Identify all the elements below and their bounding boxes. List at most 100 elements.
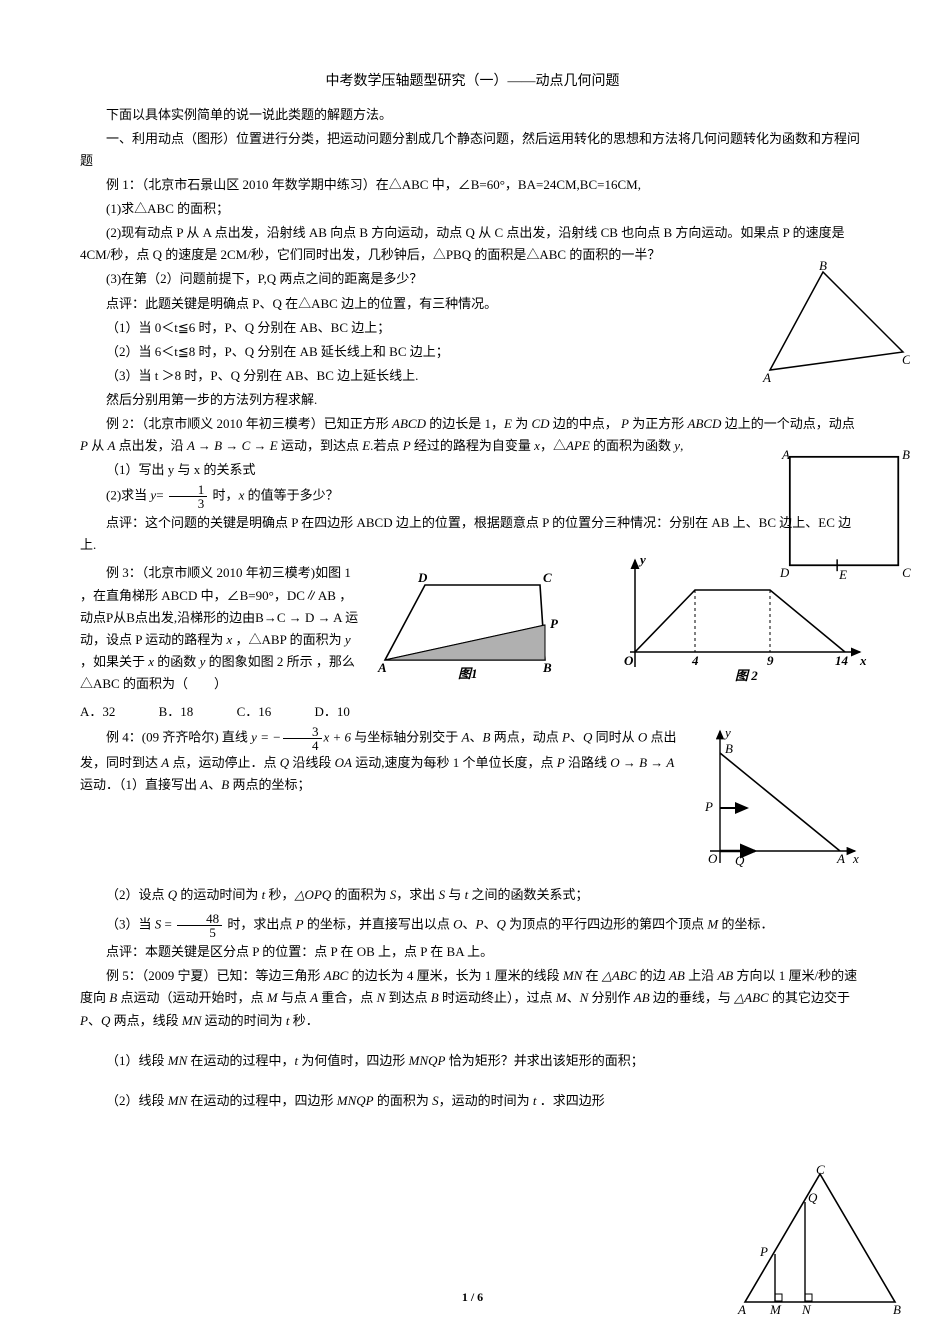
t: O: [453, 917, 462, 932]
t: N: [377, 990, 386, 1005]
doc-title: 中考数学压轴题型研究（一）——动点几何问题: [80, 70, 865, 94]
t: 运动，到达点: [278, 438, 363, 453]
t: P: [557, 755, 565, 770]
t: Q: [280, 755, 289, 770]
label-C: C: [902, 352, 910, 367]
t: 在运动的过程中，四边形: [187, 1093, 337, 1108]
t: E: [362, 438, 370, 453]
ex4-review: 点评：本题关键是区分点 P 的位置：点 P 在 OB 上，点 P 在 BA 上。: [80, 941, 865, 963]
t: x + 6: [324, 730, 352, 745]
l: B: [902, 448, 910, 462]
l: x: [852, 851, 859, 866]
t: 点，运动停止．点: [169, 755, 280, 770]
t: 例 5：（2009 宁夏）已知：等边三角形: [106, 968, 324, 983]
t: P: [403, 438, 411, 453]
t: 例 4：(09 齐齐哈尔) 直线: [106, 730, 251, 745]
ex1-c2: （2）当 6＜t≦8 时，P、Q 分别在 AB 延长线上和 BC 边上；: [80, 341, 865, 363]
t: 与坐标轴分别交于: [354, 730, 461, 745]
t: 的面积为函数: [590, 438, 675, 453]
t: 到达点: [385, 990, 431, 1005]
ex3-body: 例 3：（北京市顺义 2010 年初三模考)如图 1 ，在直角梯形 ABCD 中…: [80, 562, 360, 695]
t: M: [707, 917, 718, 932]
t: 运动．（1）直接写出: [80, 777, 200, 792]
ex1-c1: （1）当 0＜t≦6 时，P、Q 分别在 AB、BC 边上；: [80, 317, 865, 339]
ex5-head: 例 5：（2009 宁夏）已知：等边三角形 ABC 的边长为 4 厘米，长为 1…: [80, 965, 865, 1031]
l: B: [725, 741, 733, 756]
l: C: [902, 566, 911, 580]
t: 运动的时间为: [201, 1013, 286, 1028]
t: AB: [717, 968, 733, 983]
t: ,: [680, 438, 683, 453]
t: 的边长是 1，: [426, 416, 504, 431]
ex2-head: 例 2：（北京市顺义 2010 年初三模考）已知正方形 ABCD 的边长是 1，…: [80, 413, 865, 457]
t: A: [200, 777, 208, 792]
page-footer: 1 / 6: [0, 1287, 945, 1307]
t: MN: [182, 1013, 202, 1028]
t: △ABC: [602, 968, 637, 983]
l: y: [638, 552, 646, 567]
l: A: [377, 660, 387, 675]
t: 之间的函数关系式；: [468, 887, 588, 902]
figure-function-graph: O x y 4 9 14 图 2: [610, 552, 870, 682]
t: ABC: [324, 968, 349, 983]
t: 两点，动点: [490, 730, 562, 745]
t: 的坐标，并直接写出以点: [304, 917, 454, 932]
t: 沿线段: [289, 755, 335, 770]
l: x: [859, 653, 867, 668]
t: Q: [496, 917, 505, 932]
l: P: [704, 799, 713, 814]
t: P: [476, 917, 484, 932]
l: 14: [835, 653, 849, 668]
t: 例 2：（北京市顺义 2010 年初三模考）已知正方形: [106, 416, 392, 431]
intro-para: 下面以具体实例简单的说一说此类题的解题方法。: [80, 104, 865, 126]
opt-d: D．10: [314, 701, 349, 723]
ex1-review: 点评：此题关键是明确点 P、Q 在△ABC 边上的位置，有三种情况。: [80, 293, 865, 315]
t: CD: [531, 416, 549, 431]
t: 恰为矩形？并求出该矩形的面积；: [446, 1053, 644, 1068]
l: P: [550, 616, 559, 631]
t: AB: [634, 990, 650, 1005]
l: y: [723, 725, 731, 740]
t: 与: [445, 887, 465, 902]
t: 运动,速度为每秒 1 个单位长度，点: [352, 755, 557, 770]
t: MNQP: [409, 1053, 446, 1068]
t: P: [296, 917, 304, 932]
t: （3）当: [106, 917, 155, 932]
t: 边的垂线，与: [650, 990, 735, 1005]
t: 在: [582, 968, 602, 983]
t: P: [80, 1013, 88, 1028]
t: 边上的一个动点，动点: [721, 416, 854, 431]
t: 在运动的过程中，: [187, 1053, 294, 1068]
t: OA: [335, 755, 352, 770]
t: APE: [566, 438, 590, 453]
label-A: A: [762, 370, 771, 385]
t: A: [310, 990, 318, 1005]
l: C: [816, 1162, 825, 1177]
t: y: [345, 632, 351, 647]
t: Q: [168, 887, 177, 902]
t: 的面积为: [331, 887, 390, 902]
t: A: [462, 730, 470, 745]
t: ABCD: [392, 416, 426, 431]
t: 边的中点，: [550, 416, 622, 431]
t: O: [638, 730, 647, 745]
t: B: [431, 990, 439, 1005]
t: 时，求出点: [224, 917, 296, 932]
figure-triangle-abc: A B C: [755, 260, 910, 388]
t: B: [221, 777, 229, 792]
t: AB: [669, 968, 685, 983]
page: 中考数学压轴题型研究（一）——动点几何问题 下面以具体实例简单的说一说此类题的解…: [0, 0, 945, 1337]
ex1-c3: （3）当 t ＞8 时，P、Q 分别在 AB、BC 边上延长线上.: [80, 365, 865, 387]
t: 为何值时，四边形: [298, 1053, 409, 1068]
ex3-options: A．32 B．18 C．16 D．10: [80, 701, 865, 723]
t: 为顶点的平行四边形的第四个顶点: [506, 917, 708, 932]
opt-b: B．18: [159, 701, 194, 723]
ex3-row: 例 3：（北京市顺义 2010 年初三模考)如图 1 ，在直角梯形 ABCD 中…: [80, 560, 865, 697]
t: P: [621, 416, 629, 431]
t: 秒，: [265, 887, 294, 902]
t: 重合，点: [318, 990, 377, 1005]
t: ，△ABP 的面积为: [232, 632, 345, 647]
label-B: B: [819, 260, 827, 273]
t: 的运动时间为: [177, 887, 262, 902]
t: N: [580, 990, 589, 1005]
